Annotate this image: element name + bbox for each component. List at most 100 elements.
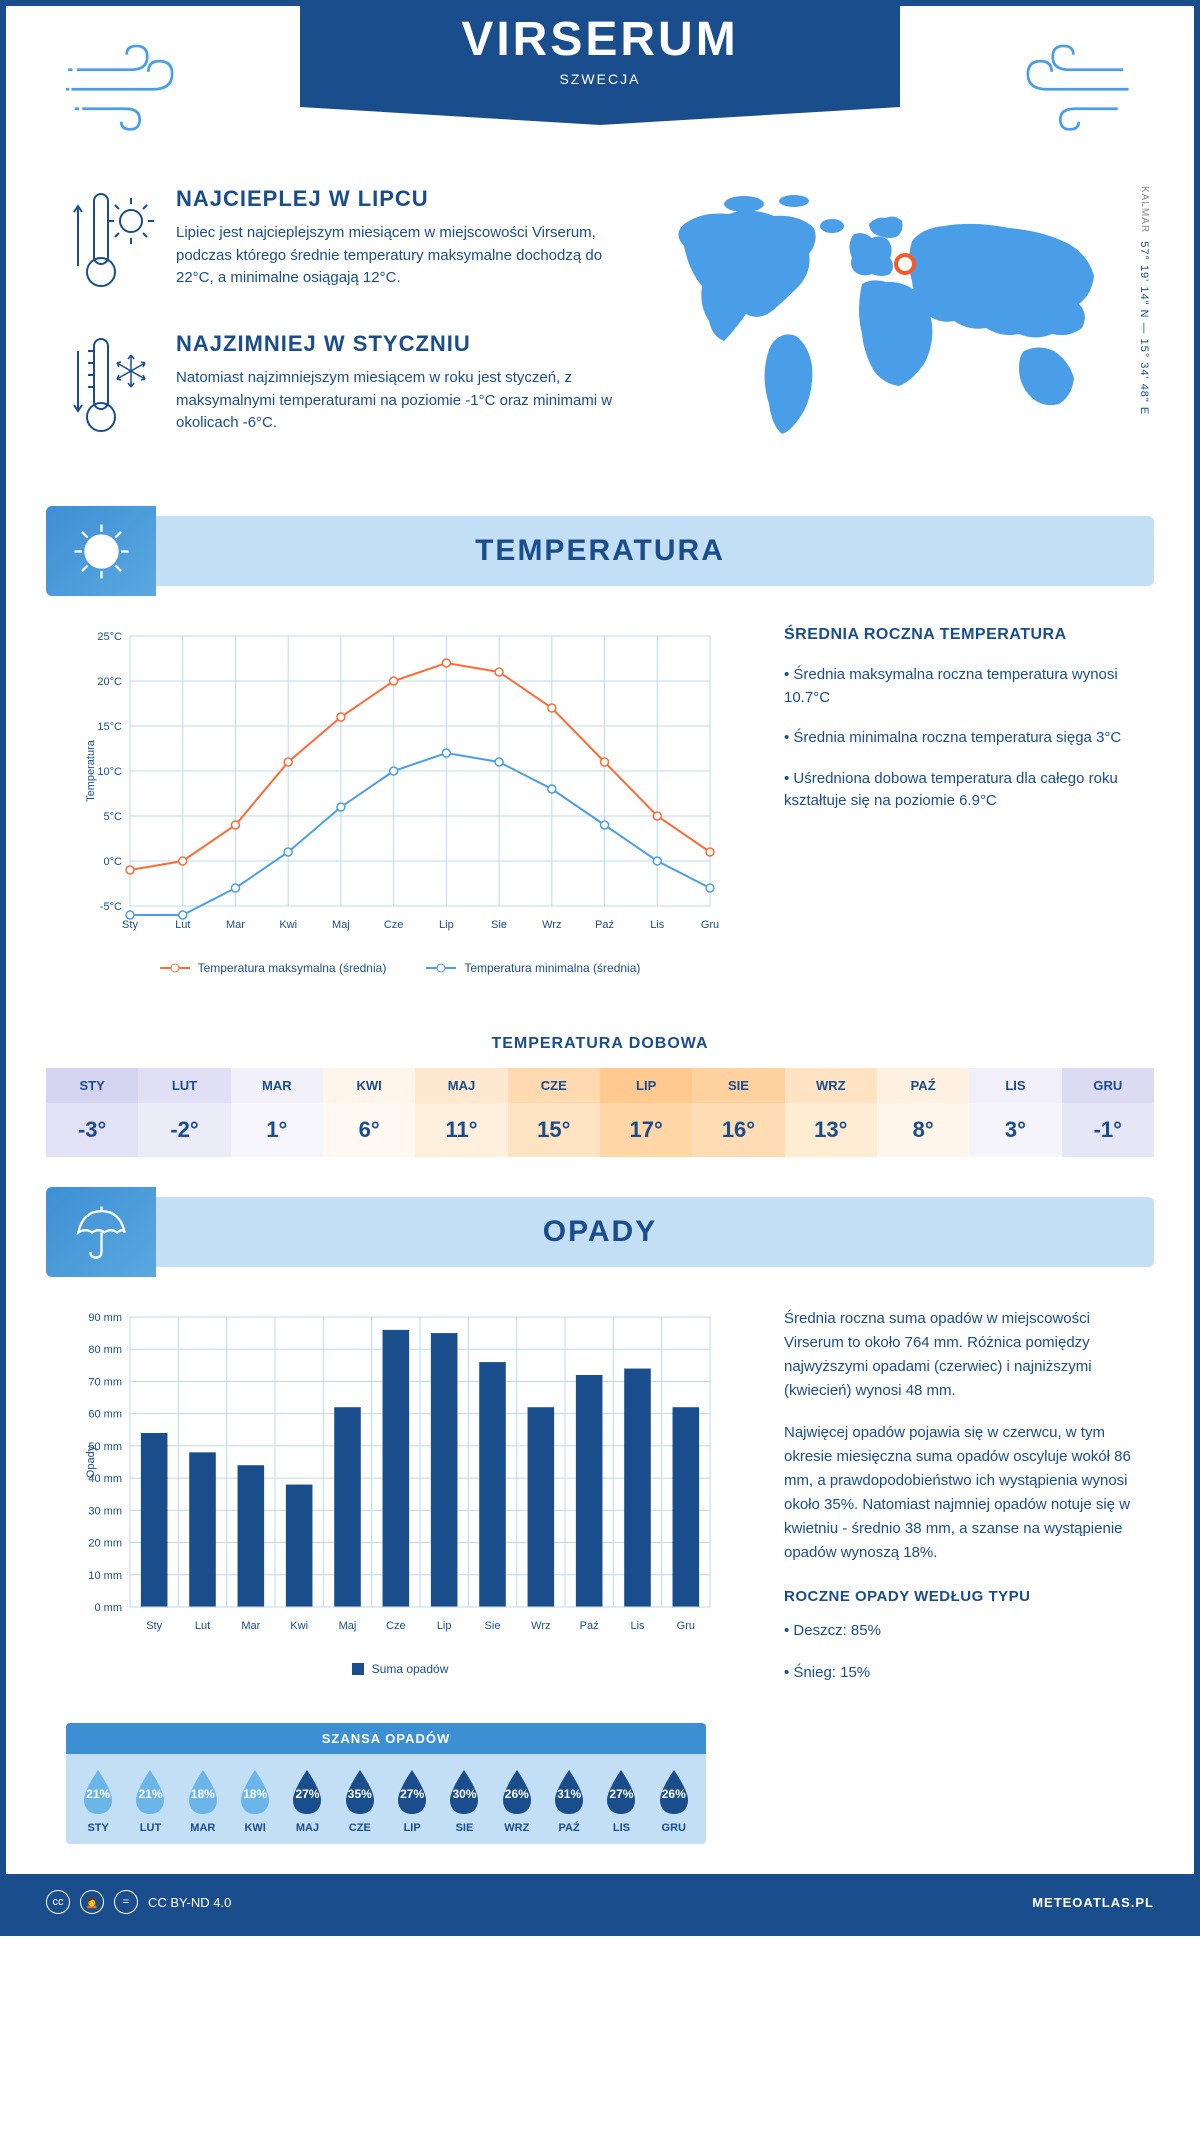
site-name: METEOATLAS.PL [1032, 1895, 1154, 1910]
svg-text:20°C: 20°C [97, 676, 122, 688]
temp-cell: LIS 3° [969, 1068, 1061, 1157]
temp-cell: STY -3° [46, 1068, 138, 1157]
precip-header: OPADY [46, 1197, 1154, 1267]
coldest-block: NAJZIMNIEJ W STYCZNIU Natomiast najzimni… [66, 331, 614, 446]
footer: cc 🙍 = CC BY-ND 4.0 METEOATLAS.PL [6, 1874, 1194, 1930]
svg-text:Kwi: Kwi [279, 919, 297, 931]
svg-text:Lip: Lip [437, 1620, 452, 1632]
warmest-title: NAJCIEPLEJ W LIPCU [176, 186, 614, 212]
chance-cell: 30% SIE [438, 1768, 490, 1834]
svg-text:10 mm: 10 mm [88, 1570, 122, 1582]
chance-cell: 35% CZE [334, 1768, 386, 1834]
svg-text:Gru: Gru [677, 1620, 695, 1632]
precip-info: Średnia roczna suma opadów w miejscowośc… [784, 1307, 1134, 1703]
nd-icon: = [114, 1890, 138, 1914]
svg-text:15°C: 15°C [97, 721, 122, 733]
city-name: VIRSERUM [340, 12, 860, 67]
temperature-header: TEMPERATURA [46, 516, 1154, 586]
temp-cell: GRU -1° [1062, 1068, 1154, 1157]
svg-text:80 mm: 80 mm [88, 1344, 122, 1356]
chance-cell: 26% GRU [648, 1768, 700, 1834]
svg-text:Wrz: Wrz [531, 1620, 550, 1632]
raindrop-icon: 26% [654, 1768, 694, 1816]
svg-text:Paź: Paź [595, 919, 614, 931]
svg-text:Lip: Lip [439, 919, 454, 931]
svg-text:Opady: Opady [85, 1445, 97, 1478]
svg-text:Mar: Mar [241, 1620, 260, 1632]
chance-cell: 27% MAJ [281, 1768, 333, 1834]
daily-temp-title: TEMPERATURA DOBOWA [6, 1035, 1194, 1053]
svg-text:Maj: Maj [332, 919, 350, 931]
raindrop-icon: 35% [340, 1768, 380, 1816]
raindrop-icon: 27% [392, 1768, 432, 1816]
wind-icon-left [66, 36, 196, 136]
temp-cell: CZE 15° [508, 1068, 600, 1157]
temperature-line-chart: -5°C0°C5°C10°C15°C20°C25°CStyLutMarKwiMa… [66, 626, 734, 975]
annual-title: ŚREDNIA ROCZNA TEMPERATURA [784, 626, 1134, 644]
chance-cell: 27% LIP [386, 1768, 438, 1834]
svg-text:0°C: 0°C [104, 856, 123, 868]
temp-cell: LUT -2° [138, 1068, 230, 1157]
coldest-title: NAJZIMNIEJ W STYCZNIU [176, 331, 614, 357]
precip-bar-chart: 0 mm10 mm20 mm30 mm40 mm50 mm60 mm70 mm8… [66, 1307, 734, 1703]
coordinates: KALMAR 57° 19' 14" N — 15° 34' 48" E [1138, 186, 1150, 415]
raindrop-icon: 18% [183, 1768, 223, 1816]
precip-section-title: OPADY [46, 1215, 1154, 1249]
svg-text:20 mm: 20 mm [88, 1538, 122, 1550]
svg-text:Maj: Maj [339, 1620, 357, 1632]
temp-cell: WRZ 13° [785, 1068, 877, 1157]
raindrop-icon: 27% [287, 1768, 327, 1816]
warmest-block: NAJCIEPLEJ W LIPCU Lipiec jest najcieple… [66, 186, 614, 301]
raindrop-icon: 21% [130, 1768, 170, 1816]
svg-text:Gru: Gru [701, 919, 719, 931]
world-map: KALMAR 57° 19' 14" N — 15° 34' 48" E [654, 186, 1134, 476]
chance-cell: 21% STY [72, 1768, 124, 1834]
svg-text:25°C: 25°C [97, 631, 122, 643]
chance-cell: 31% PAŹ [543, 1768, 595, 1834]
precip-type-title: ROCZNE OPADY WEDŁUG TYPU [784, 1585, 1134, 1609]
svg-text:30 mm: 30 mm [88, 1505, 122, 1517]
coldest-text: Natomiast najzimniejszym miesiącem w rok… [176, 367, 614, 435]
temp-cell: LIP 17° [600, 1068, 692, 1157]
warmest-text: Lipiec jest najcieplejszym miesiącem w m… [176, 222, 614, 290]
chance-cell: 21% LUT [124, 1768, 176, 1834]
thermometer-hot-icon [66, 186, 156, 301]
svg-text:-5°C: -5°C [100, 901, 122, 913]
raindrop-icon: 31% [549, 1768, 589, 1816]
umbrella-icon [46, 1187, 156, 1277]
svg-text:Cze: Cze [386, 1620, 406, 1632]
svg-text:Lut: Lut [175, 919, 190, 931]
temp-cell: KWI 6° [323, 1068, 415, 1157]
raindrop-icon: 26% [497, 1768, 537, 1816]
svg-text:Sie: Sie [485, 1620, 501, 1632]
raindrop-icon: 21% [78, 1768, 118, 1816]
temp-section-title: TEMPERATURA [46, 534, 1154, 568]
svg-text:Sie: Sie [491, 919, 507, 931]
cc-icon: cc [46, 1890, 70, 1914]
svg-text:Lis: Lis [650, 919, 665, 931]
svg-text:0 mm: 0 mm [95, 1602, 123, 1614]
chance-cell: 18% MAR [177, 1768, 229, 1834]
by-icon: 🙍 [80, 1890, 104, 1914]
temp-cell: PAŹ 8° [877, 1068, 969, 1157]
raindrop-icon: 30% [444, 1768, 484, 1816]
precip-chance-box: SZANSA OPADÓW 21% STY 21% LUT 18% MAR 18… [66, 1723, 706, 1844]
chance-cell: 27% LIS [595, 1768, 647, 1834]
raindrop-icon: 18% [235, 1768, 275, 1816]
svg-text:5°C: 5°C [104, 811, 123, 823]
title-banner: VIRSERUM SZWECJA [300, 0, 900, 107]
temp-cell: MAJ 11° [415, 1068, 507, 1157]
license-text: CC BY-ND 4.0 [148, 1895, 231, 1910]
svg-text:10°C: 10°C [97, 766, 122, 778]
legend-precip: Suma opadów [352, 1662, 449, 1676]
temp-cell: SIE 16° [692, 1068, 784, 1157]
svg-text:Wrz: Wrz [542, 919, 561, 931]
svg-text:90 mm: 90 mm [88, 1312, 122, 1324]
chance-cell: 18% KWI [229, 1768, 281, 1834]
svg-text:Kwi: Kwi [290, 1620, 308, 1632]
sun-icon [46, 506, 156, 596]
legend-min: Temperatura minimalna (średnia) [426, 961, 640, 975]
svg-text:Sty: Sty [122, 919, 138, 931]
svg-text:Cze: Cze [384, 919, 404, 931]
header: VIRSERUM SZWECJA [6, 6, 1194, 156]
